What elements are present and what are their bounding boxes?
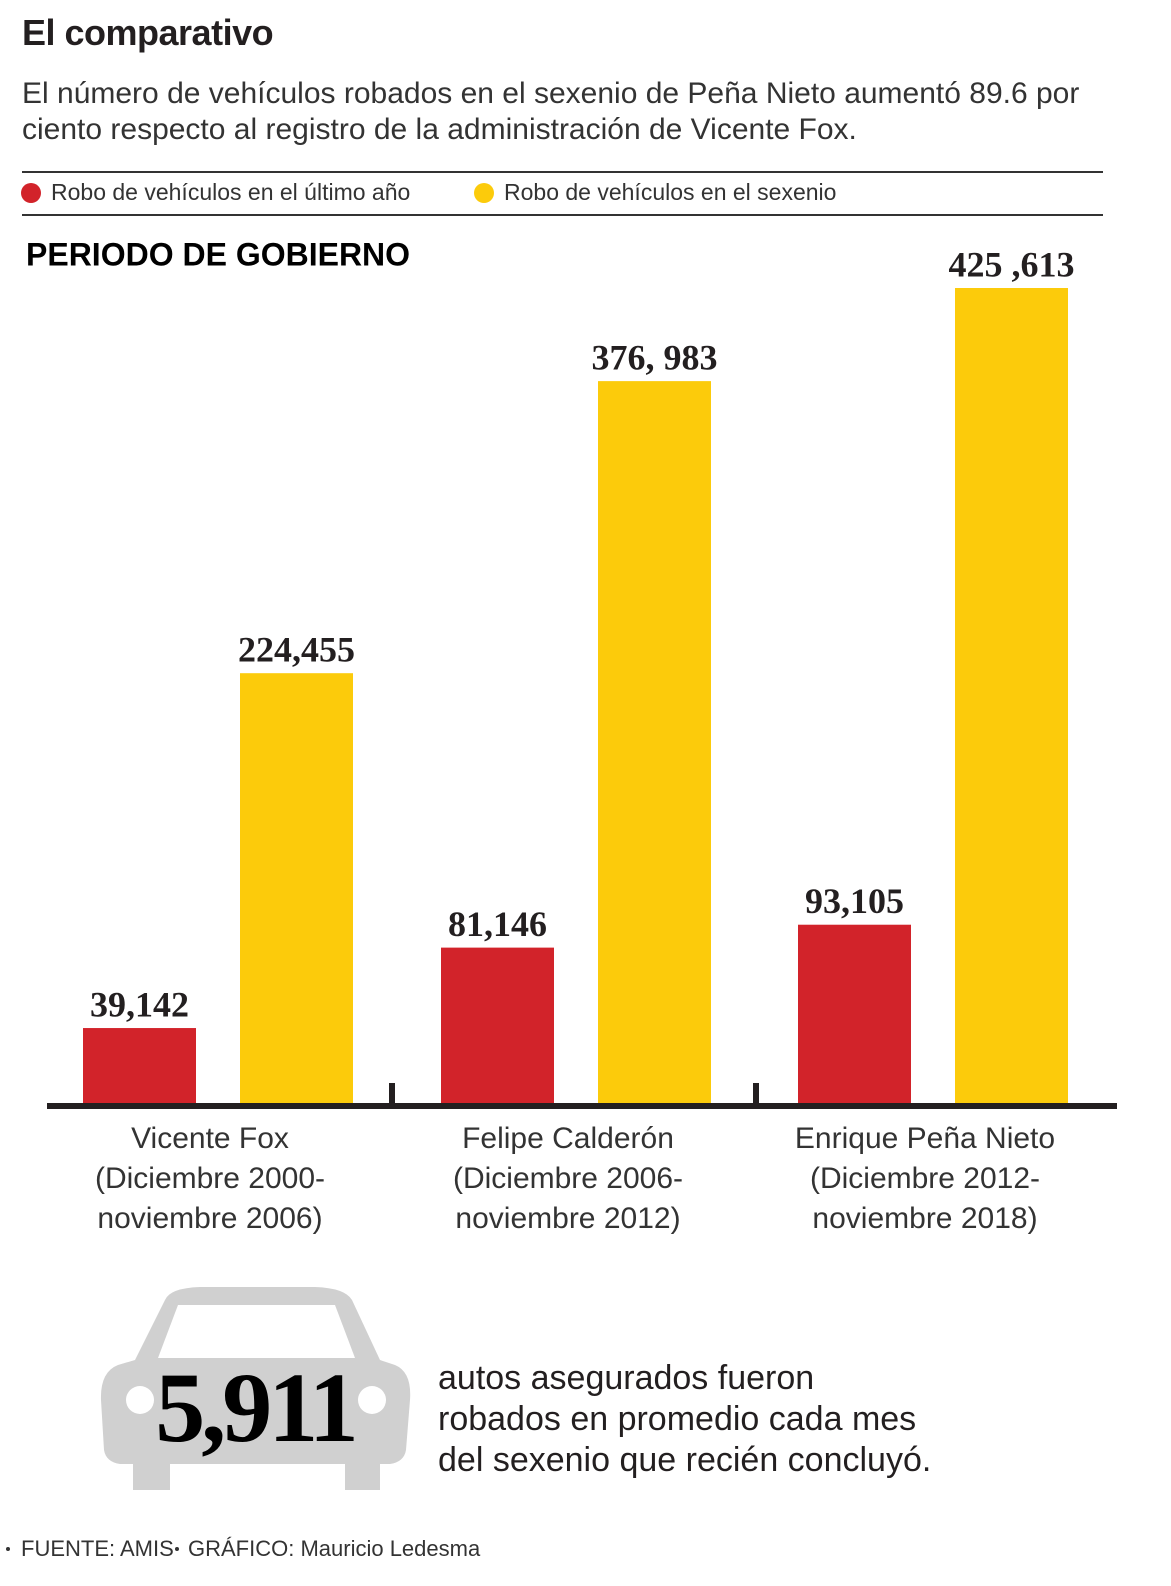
source: GRÁFICO: Mauricio Ledesma	[188, 1536, 481, 1561]
chart-title: El comparativo	[22, 12, 274, 53]
rule	[22, 214, 1103, 216]
x-tick-label: Vicente Fox (Diciembre 2000- noviembre 200…	[95, 1122, 325, 1235]
legend-label: Robo de vehículos en el último año	[51, 179, 410, 205]
bar	[598, 381, 711, 1103]
car-icon	[100, 1287, 411, 1490]
callout-text: robados en promedio cada mes	[438, 1400, 916, 1438]
value-label: 81,146	[448, 904, 547, 944]
bar	[83, 1028, 196, 1103]
x-tick-label-line: noviembre 2012)	[455, 1202, 680, 1235]
chart-subtitle: El número de vehículos robados en el sex…	[22, 77, 1080, 146]
x-tick-label-line: (Diciembre 2006-	[453, 1162, 683, 1195]
x-axis-title: PERIODO DE GOBIERNO	[26, 236, 410, 272]
x-tick-label-line: (Diciembre 2012-	[810, 1162, 1040, 1195]
value-label: 93,105	[805, 881, 904, 921]
source: FUENTE: AMIS	[21, 1536, 174, 1561]
legend-swatch	[21, 183, 41, 203]
legend-swatch	[474, 183, 494, 203]
callout-value: 5,911	[155, 1352, 354, 1463]
baseline	[47, 1103, 1117, 1109]
value-label: 39,142	[90, 984, 189, 1024]
x-tick-label: Enrique Peña Nieto (Diciembre 2012- noviem…	[795, 1122, 1055, 1235]
value-label: 224,455	[238, 629, 355, 669]
x-tick-label-line: Enrique Peña Nieto	[795, 1122, 1055, 1155]
value-label: 425 ,613	[949, 244, 1075, 284]
group-divider	[753, 1083, 759, 1103]
x-tick-label-line: noviembre 2006)	[97, 1202, 322, 1235]
group-divider	[389, 1083, 395, 1103]
value-label: 376, 983	[592, 337, 718, 377]
x-tick-label-line: Felipe Calderón	[462, 1122, 674, 1155]
x-tick-label-line: noviembre 2018)	[812, 1202, 1037, 1235]
callout-text: autos asegurados fueron	[438, 1359, 814, 1397]
x-tick-label-line: Vicente Fox	[131, 1122, 289, 1155]
bar	[441, 947, 554, 1103]
legend-label: Robo de vehículos en el sexenio	[504, 179, 836, 205]
bar	[240, 673, 353, 1103]
bar	[798, 924, 911, 1103]
rule	[22, 171, 1103, 173]
x-tick-label-line: (Diciembre 2000-	[95, 1162, 325, 1195]
bullet	[175, 1547, 179, 1551]
x-tick-label: Felipe Calderón (Diciembre 2006- noviembre…	[453, 1122, 683, 1235]
bar	[955, 288, 1068, 1103]
callout-text: del sexenio que recién concluyó.	[438, 1441, 931, 1479]
bullet	[6, 1547, 10, 1551]
